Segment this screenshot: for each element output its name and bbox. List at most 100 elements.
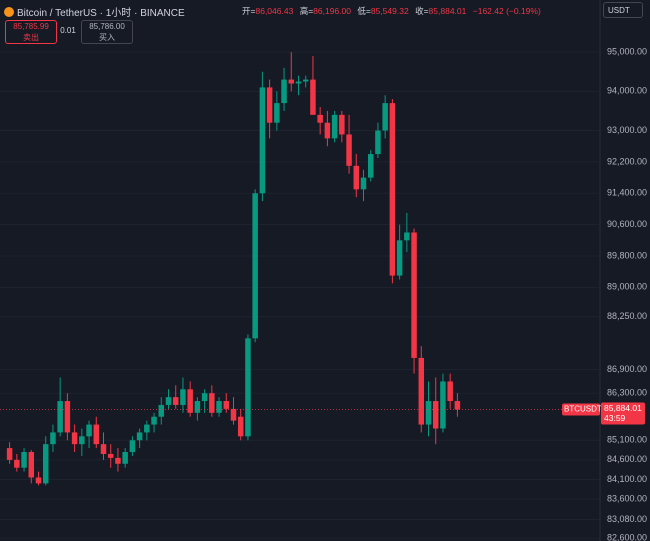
- candle-body: [295, 81, 302, 84]
- symbol-title: Bitcoin / TetherUS · 1小时 · BINANCE: [4, 4, 185, 19]
- y-tick-label: 89,000.00: [607, 282, 647, 292]
- y-tick-label: 84,600.00: [607, 454, 647, 464]
- candle-body: [360, 177, 367, 190]
- candle-body: [79, 436, 85, 445]
- y-tick-label: 90,600.00: [607, 219, 647, 229]
- candle-body: [100, 444, 107, 454]
- y-tick-label: 89,800.00: [607, 250, 647, 260]
- candle-body: [28, 452, 35, 478]
- candle-body: [346, 134, 352, 166]
- candle-body: [259, 87, 266, 194]
- candle-body: [50, 432, 56, 445]
- candle-body: [209, 393, 215, 413]
- y-tick-label: 93,000.00: [607, 125, 647, 135]
- change: −162.42 (−0.19%): [472, 6, 541, 16]
- spread: 0.01: [60, 26, 76, 35]
- low: 85,549.32: [370, 6, 409, 16]
- candle-body: [324, 122, 331, 139]
- candle-body: [129, 440, 136, 453]
- currency[interactable]: USDT: [603, 2, 643, 18]
- candle-body: [151, 416, 157, 425]
- candle-body: [57, 401, 63, 433]
- y-tick-label: 84,100.00: [607, 474, 647, 484]
- candle-body: [216, 401, 222, 413]
- candle-body: [396, 240, 403, 276]
- candle-body: [302, 79, 309, 82]
- low-label: 低: [357, 6, 366, 16]
- candle-body: [310, 79, 316, 115]
- candle-body: [165, 397, 172, 405]
- candle-body: [115, 457, 121, 464]
- open: 86,046.43: [255, 6, 294, 16]
- candle-body: [353, 165, 360, 190]
- candle-body: [418, 357, 425, 425]
- close: 85,884.01: [428, 6, 467, 16]
- candle-body: [158, 404, 165, 417]
- candle-body: [136, 432, 143, 441]
- ohlc: 开=86,046.43 高=86,196.00 低=85,549.32 收=85…: [242, 6, 541, 16]
- candle-body: [281, 79, 287, 104]
- candle-body: [339, 114, 345, 135]
- candle-body: [93, 424, 100, 445]
- candle-body: [447, 381, 453, 402]
- y-tick-label: 82,600.00: [607, 533, 647, 541]
- open-label: 开: [242, 6, 251, 16]
- high-label: 高: [299, 6, 309, 16]
- candle-body: [375, 130, 381, 155]
- candle-body: [245, 338, 251, 437]
- countdown: 43:59: [604, 413, 626, 423]
- candle-body: [432, 401, 439, 429]
- candle-body: [425, 401, 432, 425]
- candle-body: [223, 401, 230, 409]
- y-tick-label: 91,400.00: [607, 188, 647, 198]
- y-tick-label: 86,300.00: [607, 388, 647, 398]
- candle-body: [86, 424, 92, 437]
- y-tick-label: 83,600.00: [607, 493, 647, 503]
- buy-label: 买入: [99, 33, 115, 42]
- sell-price: 85,785.99: [13, 22, 49, 31]
- candle-body: [187, 389, 193, 413]
- candle-body: [389, 103, 396, 276]
- symbol-tag-label: BTCUSDT: [564, 405, 602, 414]
- candle-body: [180, 389, 186, 405]
- candle-body: [404, 232, 410, 241]
- candle-body: [317, 114, 323, 123]
- candle-body: [14, 459, 20, 468]
- high: 86,196.00: [313, 6, 351, 16]
- candle-body: [71, 432, 78, 445]
- candle-body: [454, 401, 461, 410]
- buy-button[interactable]: 85,786.00 买入: [81, 20, 133, 44]
- candle-body: [107, 453, 114, 458]
- candle-body: [230, 408, 237, 421]
- candle-body: [237, 416, 244, 437]
- candle-body: [367, 154, 374, 178]
- candle-body: [21, 452, 27, 468]
- candle-body: [331, 114, 338, 139]
- candle-body: [6, 448, 13, 460]
- candle-body: [35, 477, 42, 484]
- candle-body: [172, 397, 179, 405]
- symbol: Bitcoin / TetherUS · 1小时 · BINANCE: [17, 8, 185, 19]
- candle-body: [144, 424, 150, 433]
- candle-body: [266, 87, 273, 123]
- y-tick-label: 86,900.00: [607, 364, 647, 374]
- y-tick-label: 95,000.00: [607, 47, 647, 57]
- candle-body: [440, 381, 446, 429]
- candle-body: [288, 79, 295, 84]
- candle-body: [194, 401, 201, 413]
- buy-price: 85,786.00: [89, 22, 125, 31]
- sell-label: 卖出: [23, 33, 39, 42]
- symbol-tag: [562, 403, 600, 416]
- candle-body: [42, 444, 49, 484]
- y-tick-label: 83,080.00: [607, 514, 647, 524]
- candle-body: [64, 401, 71, 433]
- candle-body: [252, 193, 258, 339]
- sell-button[interactable]: 85,785.99 卖出: [5, 20, 57, 44]
- candle-body: [201, 393, 208, 402]
- candle-body: [382, 103, 388, 131]
- y-tick-label: 88,250.00: [607, 311, 647, 321]
- candle-body: [274, 103, 280, 123]
- candle-body: [411, 232, 417, 358]
